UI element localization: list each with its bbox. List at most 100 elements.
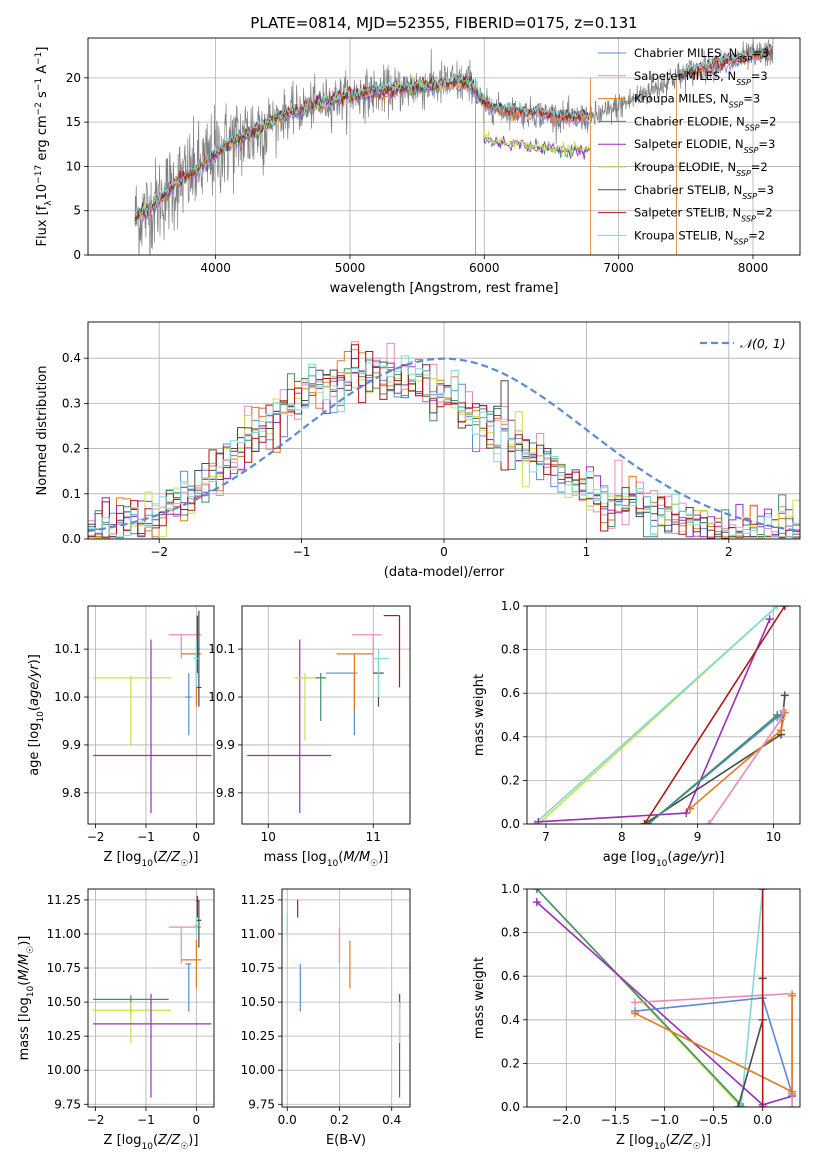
y-axis-label: mass weight — [472, 957, 487, 1039]
plot-area — [247, 614, 401, 813]
y-tick-label: 9.9 — [216, 738, 235, 752]
y-tick-label: 9.8 — [216, 786, 235, 800]
y-tick-label: 10.00 — [241, 1063, 275, 1077]
y-tick-label: 0.2 — [501, 773, 520, 787]
weight-series-salpeter-stelib — [640, 606, 789, 824]
y-tick-label: 10.50 — [47, 995, 81, 1009]
legend-label: Chabrier STELIB, NSSP=3 — [634, 183, 774, 201]
x-tick-label: −0.5 — [699, 1113, 728, 1127]
y-axis-label: age [log10(age/yr)] — [27, 654, 46, 776]
y-tick-label: 10.00 — [47, 1063, 81, 1077]
x-axis-label: Z [log10(Z/Z☉)] — [104, 850, 199, 869]
legend-label: 𝒩(0, 1) — [740, 336, 786, 351]
x-axis-label: (data-model)/error — [384, 565, 505, 580]
weight-series-kroupa-stelib — [530, 606, 782, 824]
y-tick-label: 10.50 — [241, 995, 275, 1009]
x-axis-label: mass [log10(M/M☉)] — [264, 850, 389, 869]
weight-line — [534, 606, 778, 824]
weight-line — [740, 889, 764, 1107]
x-axis-label: age [log10(age/yr)] — [603, 850, 725, 869]
panel-mass_vs_ebv: 0.0 0.2 0.4 9.75 10.00 10.25 10.50 10.75 11.00 11… — [241, 888, 411, 1148]
errorbar-salpeter-elodie — [93, 993, 212, 1098]
weight-point — [788, 1103, 797, 1107]
y-tick-label: 20 — [66, 71, 81, 85]
legend-label: Salpeter MILES, NSSP=3 — [634, 69, 768, 87]
x-tick-label: 0.0 — [278, 1113, 297, 1127]
y-axis-label: Flux [fλ10−17 erg cm−2 s−1 A−1] — [34, 47, 54, 247]
weight-point — [758, 1103, 767, 1107]
panel-weight_vs_Z: −2.0 −1.5 −1.0 −0.5 0.0 0.0 0.2 0.4 0.6 0.8 1.0 Z [… — [472, 882, 801, 1152]
weight-point — [682, 809, 691, 818]
y-tick-label: 1.0 — [501, 599, 520, 613]
x-tick-label: −2.0 — [552, 1113, 581, 1127]
weight-line — [536, 889, 744, 1107]
x-tick-label: 10 — [766, 830, 781, 844]
y-tick-label: 11.00 — [241, 927, 275, 941]
axes-frame — [87, 888, 215, 1108]
x-tick-label: 11 — [366, 830, 381, 844]
x-tick-label: 0.2 — [330, 1113, 349, 1127]
x-tick-label: 7000 — [603, 261, 634, 275]
errorbar-kroupa-miles — [336, 653, 374, 712]
residuals-legend: 𝒩(0, 1) — [700, 336, 786, 351]
weight-point — [779, 706, 788, 715]
weight-point — [534, 817, 543, 824]
x-tick-label: 10 — [261, 830, 276, 844]
legend-label: Salpeter STELIB, NSSP=2 — [634, 206, 773, 224]
errorbar-kroupa-elodie — [93, 675, 172, 745]
errorbar-kroupa-elodie — [93, 1002, 172, 1043]
weight-series-salpeter-miles — [705, 706, 788, 824]
weight-point — [705, 820, 713, 824]
histogram-chabrier-stelib — [88, 358, 800, 538]
y-tick-label: 0.0 — [62, 532, 81, 546]
model-line-kroupa-stelib — [679, 42, 773, 76]
legend-label: Salpeter ELODIE, NSSP=3 — [634, 137, 775, 155]
x-tick-label: −1 — [137, 830, 155, 844]
weight-point — [686, 804, 695, 813]
legend-label: Kroupa STELIB, NSSP=2 — [634, 228, 765, 246]
y-tick-label: 0.2 — [501, 1056, 520, 1070]
figure-title: PLATE=0814, MJD=52355, FIBERID=0175, z=0… — [250, 14, 637, 32]
errorbar-kroupa-stelib — [193, 917, 199, 937]
errorbar-salpeter-miles — [168, 634, 202, 659]
errorbar-salpeter-miles — [352, 634, 382, 674]
y-tick-label: 0.4 — [62, 351, 81, 365]
y-axis-label: mass weight — [472, 674, 487, 756]
plot-area — [530, 606, 789, 824]
x-tick-label: 0 — [193, 1113, 201, 1127]
plot-area — [134, 38, 774, 255]
y-tick-label: 10.0 — [208, 690, 235, 704]
axes-frame — [87, 37, 801, 256]
y-tick-label: 9.8 — [62, 786, 81, 800]
plot-area — [286, 899, 401, 1098]
x-tick-label: 5000 — [335, 261, 366, 275]
x-tick-label: −2 — [87, 1113, 105, 1127]
weight-point — [734, 1103, 743, 1107]
y-tick-label: 0.8 — [501, 643, 520, 657]
y-axis-label: mass [log10(M/M☉)] — [17, 936, 36, 1061]
weight-series-chabrier-elodie — [644, 711, 782, 824]
x-tick-label: 0 — [440, 545, 448, 559]
weight-point — [777, 715, 786, 724]
errorbar-salpeter-elodie — [247, 639, 332, 813]
axes-frame — [241, 605, 411, 825]
weight-point — [532, 898, 541, 907]
y-tick-label: 0.6 — [501, 969, 520, 983]
y-tick-label: 10 — [66, 159, 81, 173]
panel-weight_vs_age: 7 8 9 10 0.0 0.2 0.4 0.6 0.8 1.0 age [log10(age/yr… — [472, 599, 801, 869]
weight-line — [689, 712, 786, 810]
y-tick-label: 10.75 — [241, 961, 275, 975]
weight-series-salpeter-stelib — [758, 889, 767, 1107]
histogram-kroupa-stelib — [88, 355, 800, 539]
x-tick-label: 0 — [193, 830, 201, 844]
x-tick-label: 9 — [694, 830, 702, 844]
y-tick-label: 10.1 — [208, 642, 235, 656]
weight-point — [631, 998, 640, 1007]
x-axis-label: wavelength [Angstrom, rest frame] — [330, 281, 559, 296]
model-line-chabrier-stelib — [679, 48, 773, 80]
weight-point — [532, 889, 541, 893]
weight-line — [643, 606, 786, 824]
errorbar-chabrier-elodie — [315, 673, 326, 721]
plot-area — [88, 341, 800, 539]
